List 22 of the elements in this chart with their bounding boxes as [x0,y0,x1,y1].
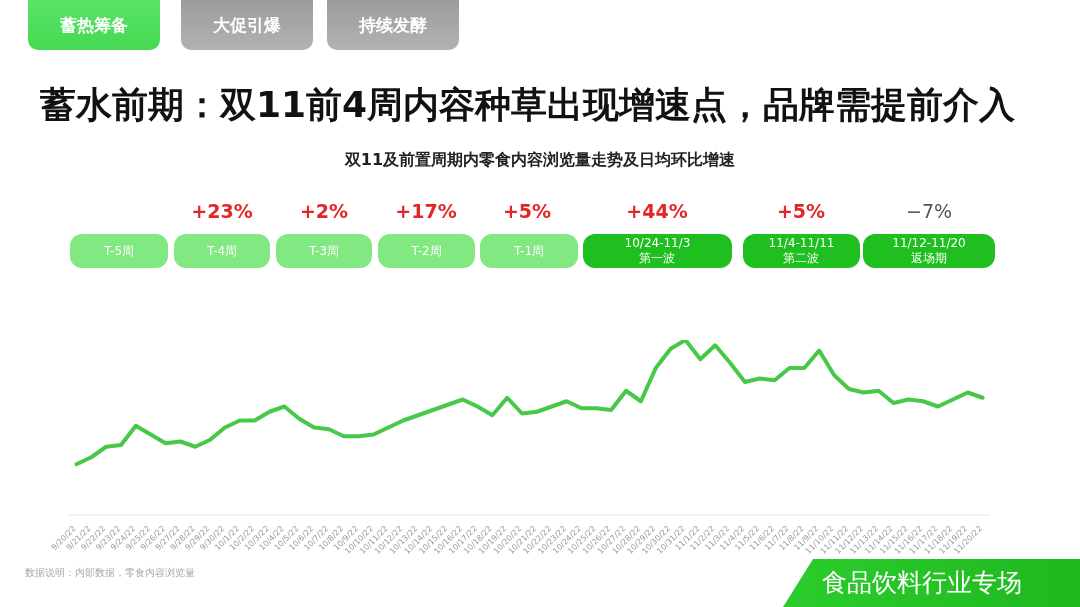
pill: T-1周 [480,234,578,268]
text: +23% [190,199,254,224]
pill: T-2周 [378,234,475,268]
pill: T-3周 [276,234,372,268]
tab: 持续发酵 [327,0,459,50]
pill: T-4周 [174,234,270,268]
text: −7% [904,199,954,224]
text: +17% [394,199,458,224]
tab: 大促引爆 [181,0,313,50]
tab: 蓄热筹备 [28,0,160,50]
pill: 11/4-11/11 第二波 [743,234,860,268]
pill: T-5周 [70,234,168,268]
text: +44% [625,199,689,224]
text: 数据说明：内部数据，零食内容浏览量 [25,566,195,580]
text: +5% [501,199,553,224]
text: +2% [298,199,350,224]
text: 食品饮料行业专场 [822,567,1022,599]
chart-title: 蓄水前期：双11前4周内容种草出现增速点，品牌需提前介入 [40,83,1016,127]
pill: 11/12-11/20 返场期 [863,234,995,268]
chart-subtitle: 双11及前置周期内零食内容浏览量走势及日均环比增速 [343,149,737,171]
text: +5% [775,199,827,224]
pill: 10/24-11/3 第一波 [583,234,732,268]
